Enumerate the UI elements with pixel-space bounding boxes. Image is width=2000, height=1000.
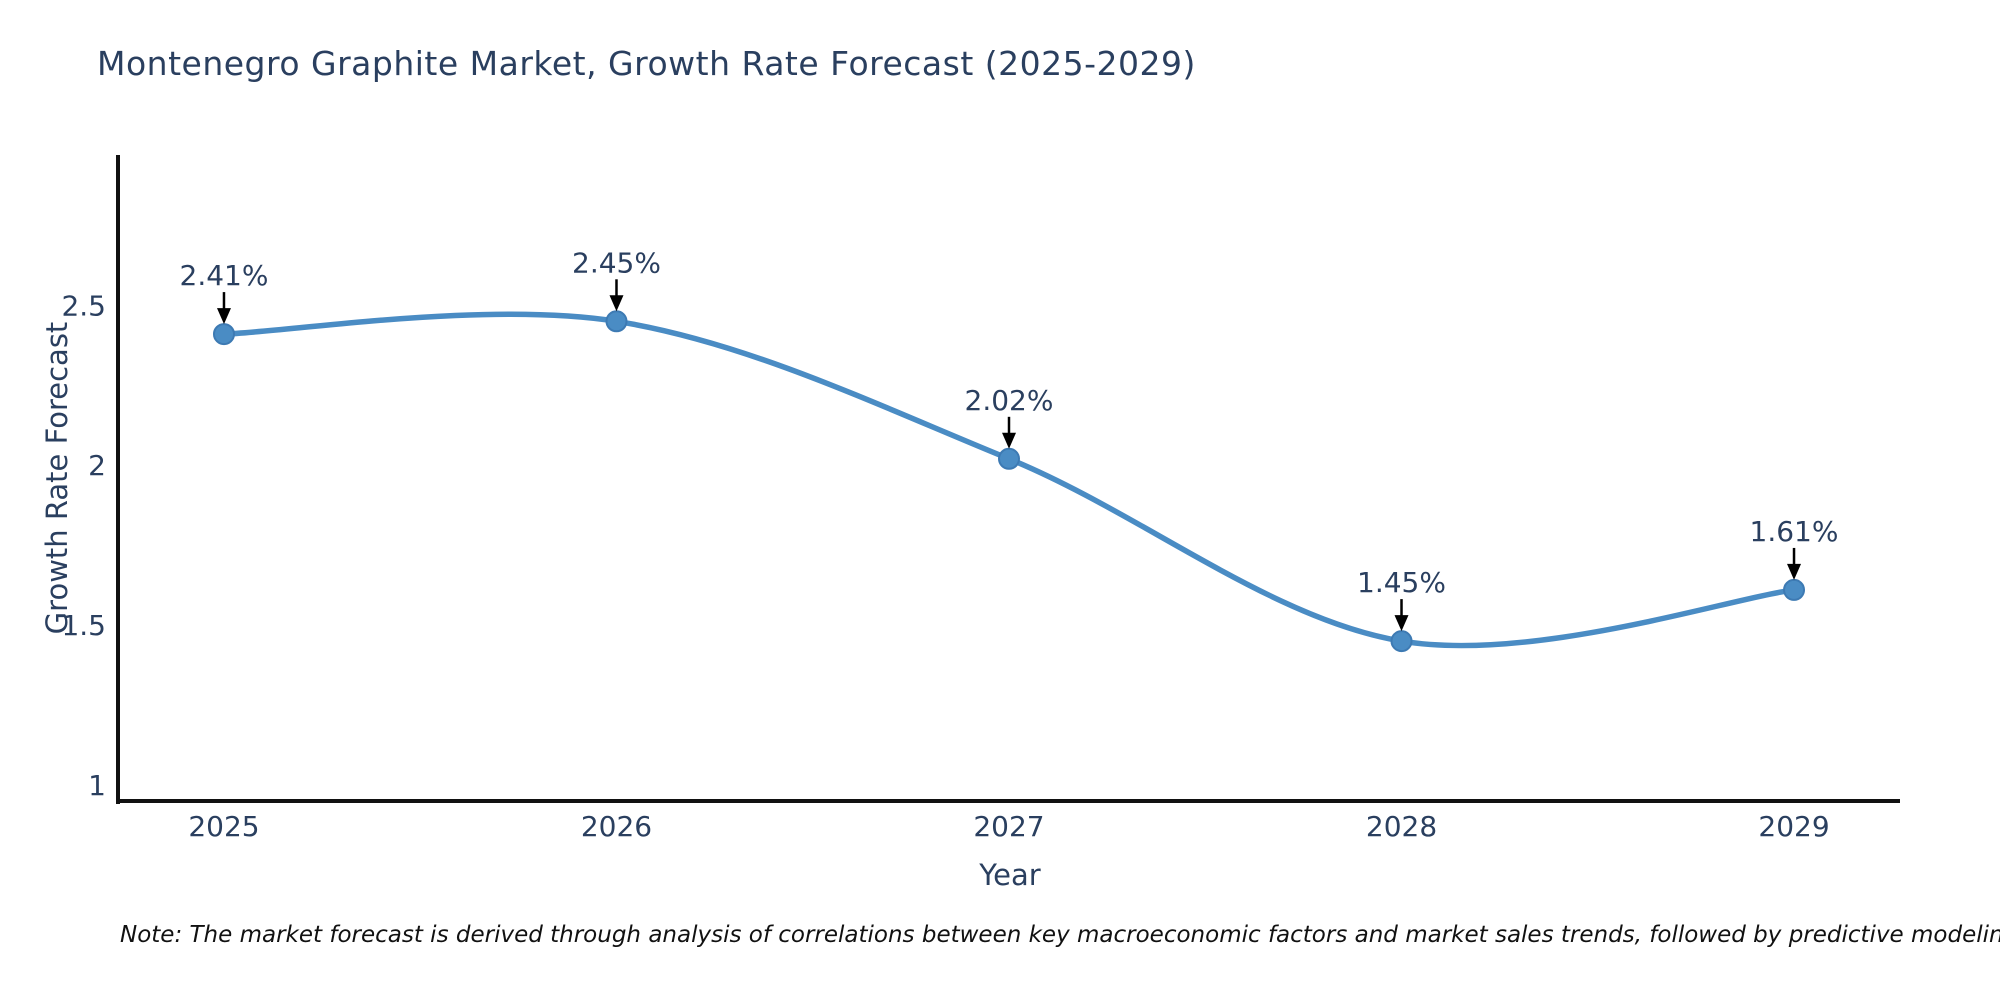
y-tick-1: 1 [88, 769, 106, 802]
annotation-arrowhead-2028 [1394, 615, 1409, 632]
annotation-arrowhead-2027 [1002, 432, 1016, 449]
data-point-2029 [1783, 578, 1806, 601]
data-point-2026 [605, 310, 628, 333]
x-axis-label: Year [979, 858, 1041, 892]
x-tick-2025: 2025 [188, 810, 259, 843]
annotation-label-2025: 2.41% [180, 259, 269, 292]
x-tick-2027: 2027 [973, 810, 1044, 843]
annotation-arrowhead-2025 [216, 308, 231, 325]
y-tick-2.5: 2.5 [61, 289, 106, 322]
chart-title: Montenegro Graphite Market, Growth Rate … [97, 44, 1196, 83]
data-point-2025 [212, 323, 235, 346]
y-tick-2: 2 [88, 449, 106, 482]
annotation-label-2027: 2.02% [965, 384, 1054, 417]
annotation-label-2026: 2.45% [572, 246, 661, 279]
x-tick-2026: 2026 [581, 810, 652, 843]
trend-line [221, 311, 1797, 649]
annotation-arrowhead-2029 [1787, 563, 1802, 580]
annotation-label-2028: 1.45% [1357, 566, 1446, 599]
footnote: Note: The market forecast is derived thr… [120, 922, 2000, 948]
annotation-label-2029: 1.61% [1750, 515, 1839, 548]
x-tick-2029: 2029 [1758, 810, 1829, 843]
y-tick-1.5: 1.5 [61, 609, 106, 642]
data-point-2028 [1390, 630, 1413, 653]
annotation-arrowhead-2026 [609, 295, 624, 312]
x-tick-2028: 2028 [1366, 810, 1437, 843]
data-point-2027 [998, 447, 1020, 470]
